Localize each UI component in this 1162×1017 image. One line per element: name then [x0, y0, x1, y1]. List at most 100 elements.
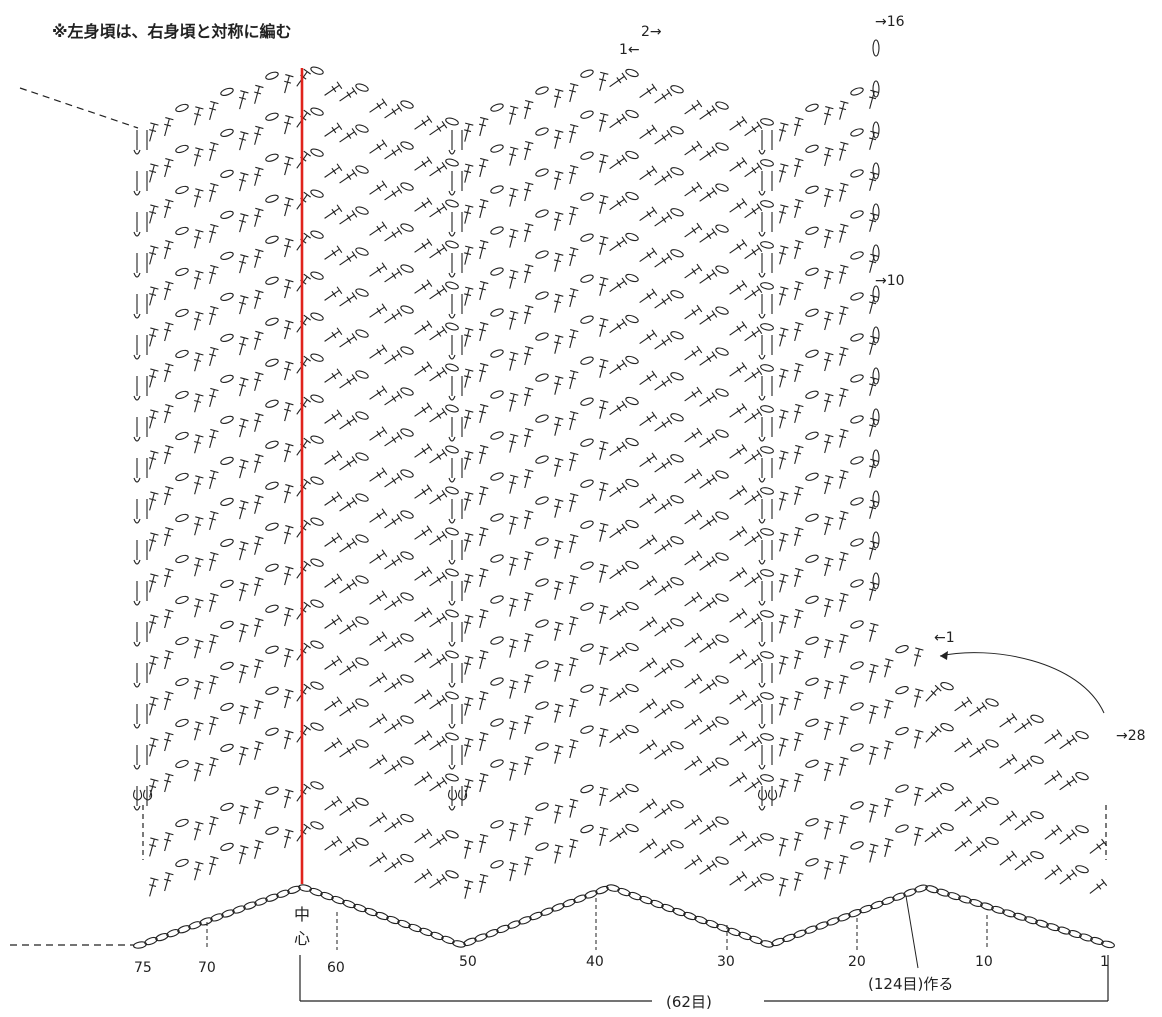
double-crochet-top — [780, 163, 789, 167]
double-crochet-bar — [436, 494, 442, 501]
double-crochet-bar — [779, 580, 787, 583]
double-crochet-top — [1071, 775, 1078, 784]
double-crochet-top — [621, 236, 628, 245]
double-crochet-top — [1011, 753, 1018, 762]
double-crochet-stitch — [684, 554, 700, 566]
double-crochet-top — [150, 245, 159, 249]
chain-stitch — [355, 370, 369, 379]
double-crochet-bar — [464, 416, 472, 420]
double-crochet-bar — [509, 563, 517, 567]
edge-stitch — [133, 335, 148, 360]
double-crochet-stitch — [699, 108, 715, 120]
double-crochet-stitch — [339, 582, 355, 594]
double-crochet-stitch — [729, 874, 745, 886]
double-crochet-stitch — [429, 247, 445, 259]
double-crochet-stitch — [729, 365, 745, 377]
double-crochet-top — [255, 494, 264, 499]
double-crochet-bar — [869, 465, 877, 469]
double-crochet-stitch — [479, 487, 485, 506]
double-crochet-top — [741, 485, 748, 493]
double-crochet-top — [780, 286, 789, 290]
chain-stitch — [859, 904, 873, 914]
double-crochet-stitch — [1059, 872, 1075, 885]
double-crochet-bar — [239, 752, 247, 756]
double-crochet-stitch — [384, 681, 400, 693]
double-crochet-stitch — [464, 124, 470, 142]
chain-stitch — [580, 233, 594, 242]
double-crochet-bar — [239, 711, 247, 715]
double-crochet-bar — [284, 285, 292, 289]
double-crochet-top — [599, 786, 609, 790]
double-crochet-stitch — [524, 183, 530, 202]
double-crochet-top — [303, 683, 311, 690]
double-crochet-bar — [164, 656, 172, 660]
double-crochet-bar — [569, 663, 577, 667]
double-crochet-bar — [751, 167, 757, 174]
double-crochet-top — [255, 799, 264, 804]
double-crochet-stitch — [164, 364, 170, 383]
chain-stitch — [175, 472, 189, 482]
double-crochet-stitch — [779, 164, 785, 183]
double-crochet-bar — [736, 653, 742, 660]
double-crochet-stitch — [509, 353, 515, 371]
double-crochet-bar — [284, 736, 292, 740]
double-crochet-bar — [524, 598, 532, 602]
double-crochet-top — [441, 284, 448, 293]
double-crochet-bar — [209, 862, 217, 866]
double-crochet-top — [651, 493, 658, 501]
chain-stitch — [895, 645, 909, 654]
double-crochet-stitch — [209, 266, 215, 285]
double-crochet-top — [570, 165, 579, 169]
double-crochet-bar — [869, 752, 877, 756]
double-crochet-bar — [824, 867, 832, 870]
double-crochet-stitch — [824, 517, 830, 536]
chain-stitch — [265, 786, 279, 795]
double-crochet-top — [825, 393, 834, 397]
edge-stitch — [758, 663, 773, 688]
double-crochet-top — [795, 871, 804, 875]
double-crochet-stitch — [639, 127, 655, 140]
double-crochet-stitch — [654, 707, 670, 719]
double-crochet-top — [756, 449, 763, 458]
chain-stitch — [580, 315, 594, 324]
chain-stitch — [850, 702, 864, 711]
double-crochet-bar — [839, 722, 847, 726]
double-crochet-top — [981, 841, 988, 849]
chain-stitch — [310, 230, 324, 239]
double-crochet-top — [651, 452, 658, 460]
chain-stitch — [895, 784, 909, 793]
double-crochet-top — [480, 198, 489, 203]
double-crochet-top — [885, 837, 894, 842]
double-crochet-top — [240, 746, 249, 750]
double-crochet-top — [555, 334, 564, 338]
double-crochet-bar — [839, 558, 847, 562]
double-crochet-top — [621, 277, 628, 286]
double-crochet-bar — [1096, 843, 1102, 850]
double-crochet-stitch — [824, 599, 830, 618]
double-crochet-top — [795, 362, 804, 367]
double-crochet-top — [195, 516, 204, 520]
chain-stitch — [625, 478, 639, 488]
chain-stitch — [848, 909, 862, 918]
double-crochet-bar — [149, 293, 157, 296]
double-crochet-bar — [478, 880, 487, 884]
chain-stitch — [580, 784, 594, 794]
double-crochet-top — [795, 485, 804, 490]
double-crochet-top — [465, 122, 474, 126]
double-crochet-bar — [569, 499, 577, 503]
double-crochet-top — [240, 90, 249, 94]
double-crochet-stitch — [479, 774, 485, 793]
chain-stitch — [175, 349, 189, 359]
double-crochet-top — [651, 370, 658, 378]
double-crochet-stitch — [654, 625, 670, 637]
double-crochet-top — [525, 755, 534, 760]
double-crochet-stitch — [284, 485, 290, 504]
double-crochet-top — [195, 639, 204, 643]
chain-stitch — [175, 677, 189, 687]
double-crochet-stitch — [284, 731, 290, 750]
double-crochet-bar — [509, 399, 517, 403]
double-crochet-bar — [569, 171, 577, 175]
chain-stitch — [985, 739, 999, 748]
double-crochet-stitch — [324, 699, 340, 711]
double-crochet-top — [441, 489, 448, 498]
